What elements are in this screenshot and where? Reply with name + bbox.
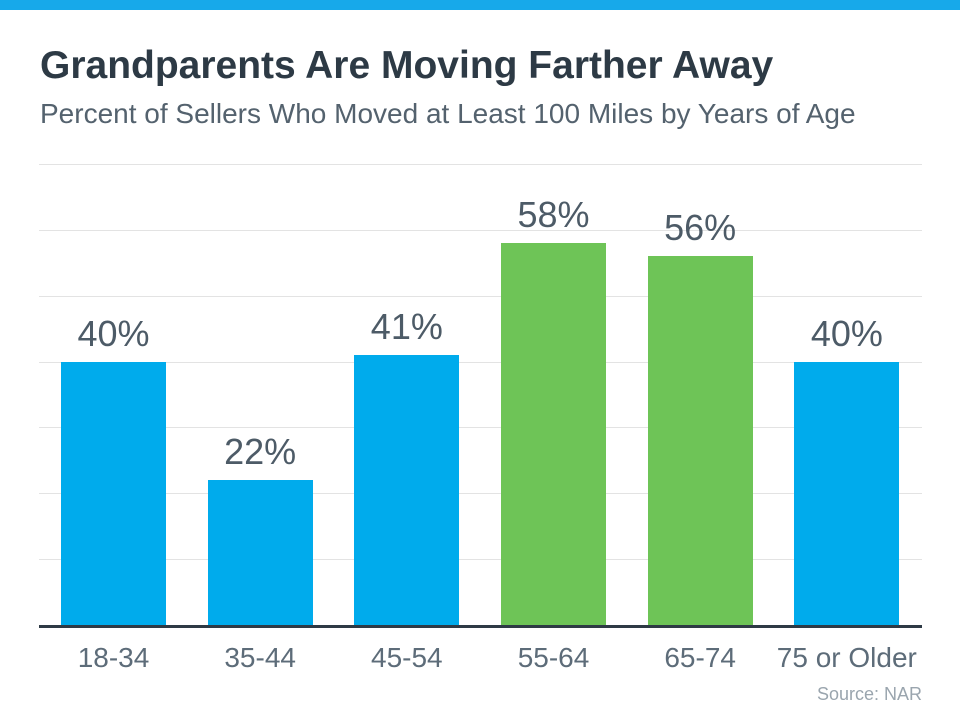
gridline xyxy=(39,559,922,561)
x-axis-label: 65-74 xyxy=(664,642,736,673)
gridline xyxy=(39,361,922,363)
bar-value-label: 41% xyxy=(370,306,443,347)
x-axis-label: 75 or Older xyxy=(776,642,917,673)
x-axis-label: 45-54 xyxy=(371,642,443,673)
gridline xyxy=(39,164,922,165)
bar-35-44 xyxy=(207,480,313,625)
gridline xyxy=(39,427,922,429)
x-axis-label: 35-44 xyxy=(224,642,296,673)
bar-65-74 xyxy=(647,256,753,625)
x-axis-line xyxy=(39,625,922,628)
bar-value-label: 56% xyxy=(664,207,737,249)
bar-75 or Older xyxy=(794,361,900,625)
bar-18-34 xyxy=(61,361,166,625)
bar-45-54 xyxy=(354,355,460,625)
x-axis-label: 55-64 xyxy=(517,642,590,673)
bar-55-64 xyxy=(501,243,606,625)
bar-value-label: 40% xyxy=(810,312,883,354)
bar-value-label: 22% xyxy=(224,431,297,473)
page-title: Grandparents Are Moving Farther Away xyxy=(40,44,774,87)
bar-value-label: 58% xyxy=(517,194,590,236)
x-axis-labels: 18-34 35-44 45-54 55-64 65-74 75 or Older xyxy=(39,644,922,674)
gridline xyxy=(39,229,922,231)
gridline xyxy=(39,493,922,495)
page-subtitle: Percent of Sellers Who Moved at Least 10… xyxy=(40,98,856,129)
gridline xyxy=(39,295,922,297)
x-axis-label: 18-34 xyxy=(77,642,150,673)
source-credit: Source: NAR xyxy=(816,684,922,704)
bar-chart-plot-area: 40% 22% 41% 58% 56% 40% xyxy=(39,164,922,625)
bar-value-label: 40% xyxy=(77,312,150,354)
accent-strip xyxy=(0,0,960,10)
